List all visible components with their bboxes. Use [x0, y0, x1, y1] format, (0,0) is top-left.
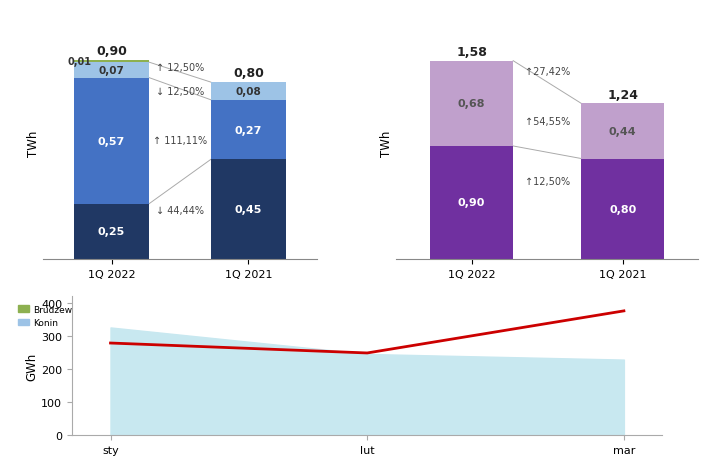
Text: 0,57: 0,57: [98, 136, 125, 146]
Produkcja 2022: [620, 308, 629, 314]
Produkcja 2022: [363, 350, 372, 356]
Text: 0,27: 0,27: [235, 125, 262, 135]
Text: 1,58: 1,58: [456, 46, 487, 59]
Text: ↓ 44,44%: ↓ 44,44%: [156, 206, 204, 216]
Text: 0,07: 0,07: [99, 66, 125, 76]
Bar: [581, 159, 665, 259]
Bar: [74, 79, 149, 204]
Bar: [581, 104, 665, 159]
Bar: [430, 147, 513, 259]
Bar: [211, 160, 286, 259]
Text: ↑54,55%: ↑54,55%: [525, 117, 570, 126]
Text: 0,80: 0,80: [233, 67, 264, 80]
Bar: [74, 61, 149, 63]
Text: ↑27,42%: ↑27,42%: [525, 67, 570, 76]
Text: 0,68: 0,68: [458, 99, 485, 109]
Bar: [211, 100, 286, 160]
Text: ↑ 12,50%: ↑ 12,50%: [156, 63, 204, 72]
Legend: Brudzew, Konin, Blok 9 (Pątnów II), Blok 1, 2 i 5 (Pątnów I): Brudzew, Konin, Blok 9 (Pątnów II), Blok…: [15, 301, 197, 332]
Y-axis label: GWh: GWh: [25, 352, 38, 380]
Text: ↓ 12,50%: ↓ 12,50%: [156, 87, 204, 97]
Text: 0,25: 0,25: [98, 227, 125, 237]
Y-axis label: TWh: TWh: [380, 131, 393, 156]
Text: 0,45: 0,45: [235, 205, 262, 215]
Produkcja 2022: [106, 340, 114, 346]
Text: ↑12,50%: ↑12,50%: [525, 177, 570, 187]
Text: ↑ 111,11%: ↑ 111,11%: [153, 135, 207, 145]
Bar: [74, 204, 149, 259]
Text: 0,90: 0,90: [458, 198, 485, 208]
Line: Produkcja 2022: Produkcja 2022: [110, 311, 624, 353]
Text: 0,08: 0,08: [235, 87, 261, 97]
Text: 0,44: 0,44: [609, 127, 636, 137]
Legend: Z produkcji własnej, Z obrotu: Z produkcji własnej, Z obrotu: [401, 296, 581, 314]
Bar: [430, 62, 513, 147]
Text: 0,80: 0,80: [609, 204, 636, 214]
Text: 0,90: 0,90: [96, 44, 127, 57]
Text: 0,01: 0,01: [68, 57, 92, 67]
Bar: [211, 83, 286, 100]
Y-axis label: TWh: TWh: [27, 131, 40, 156]
Bar: [74, 63, 149, 79]
Text: 1,24: 1,24: [607, 88, 639, 101]
